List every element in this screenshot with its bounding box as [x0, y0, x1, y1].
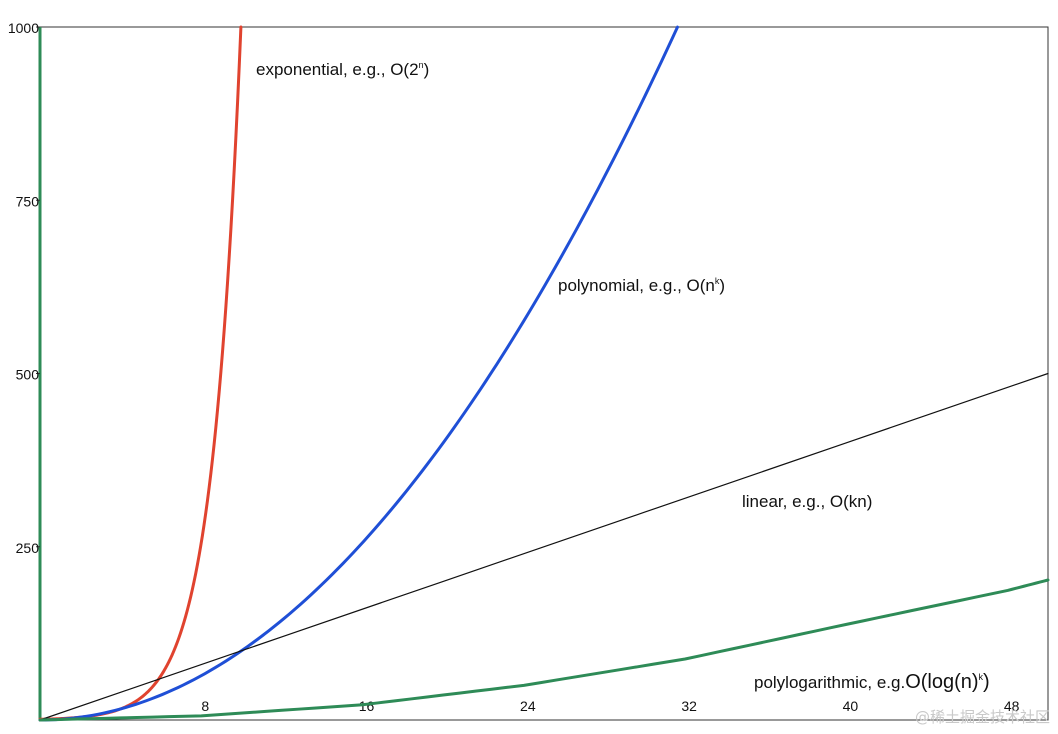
series-layer: [38, 25, 1050, 722]
annotation-polynomial: polynomial, e.g., O(nk): [558, 276, 725, 295]
series-line-polynomial: [38, 25, 679, 722]
y-tick-label: 500: [16, 367, 40, 383]
y-tick-label: 250: [16, 540, 40, 556]
plot-frame: [39, 26, 1049, 721]
y-axis: 250 500 750 1000: [8, 20, 40, 556]
y-tick-label: 1000: [8, 20, 39, 36]
x-tick-label: 8: [201, 698, 209, 714]
x-axis: 8 16 24 32 40 48: [201, 698, 1019, 714]
x-tick-label: 16: [359, 698, 375, 714]
annotation-polylogarithmic: polylogarithmic, e.g.O(log(n)k): [754, 671, 990, 693]
watermark-text: @稀土掘金技术社区: [915, 708, 1050, 726]
annotation-exponential: exponential, e.g., O(2n): [256, 60, 429, 79]
x-tick-label: 48: [1004, 698, 1020, 714]
series-line-linear: [39, 372, 1049, 721]
x-tick-label: 40: [843, 698, 859, 714]
series-line-exponential: [38, 25, 243, 721]
x-tick-label: 24: [520, 698, 536, 714]
series-line-polylogarithmic: [38, 578, 1050, 722]
annotation-linear: linear, e.g., O(kn): [742, 492, 872, 511]
y-tick-label: 750: [16, 193, 40, 209]
x-tick-label: 32: [681, 698, 697, 714]
